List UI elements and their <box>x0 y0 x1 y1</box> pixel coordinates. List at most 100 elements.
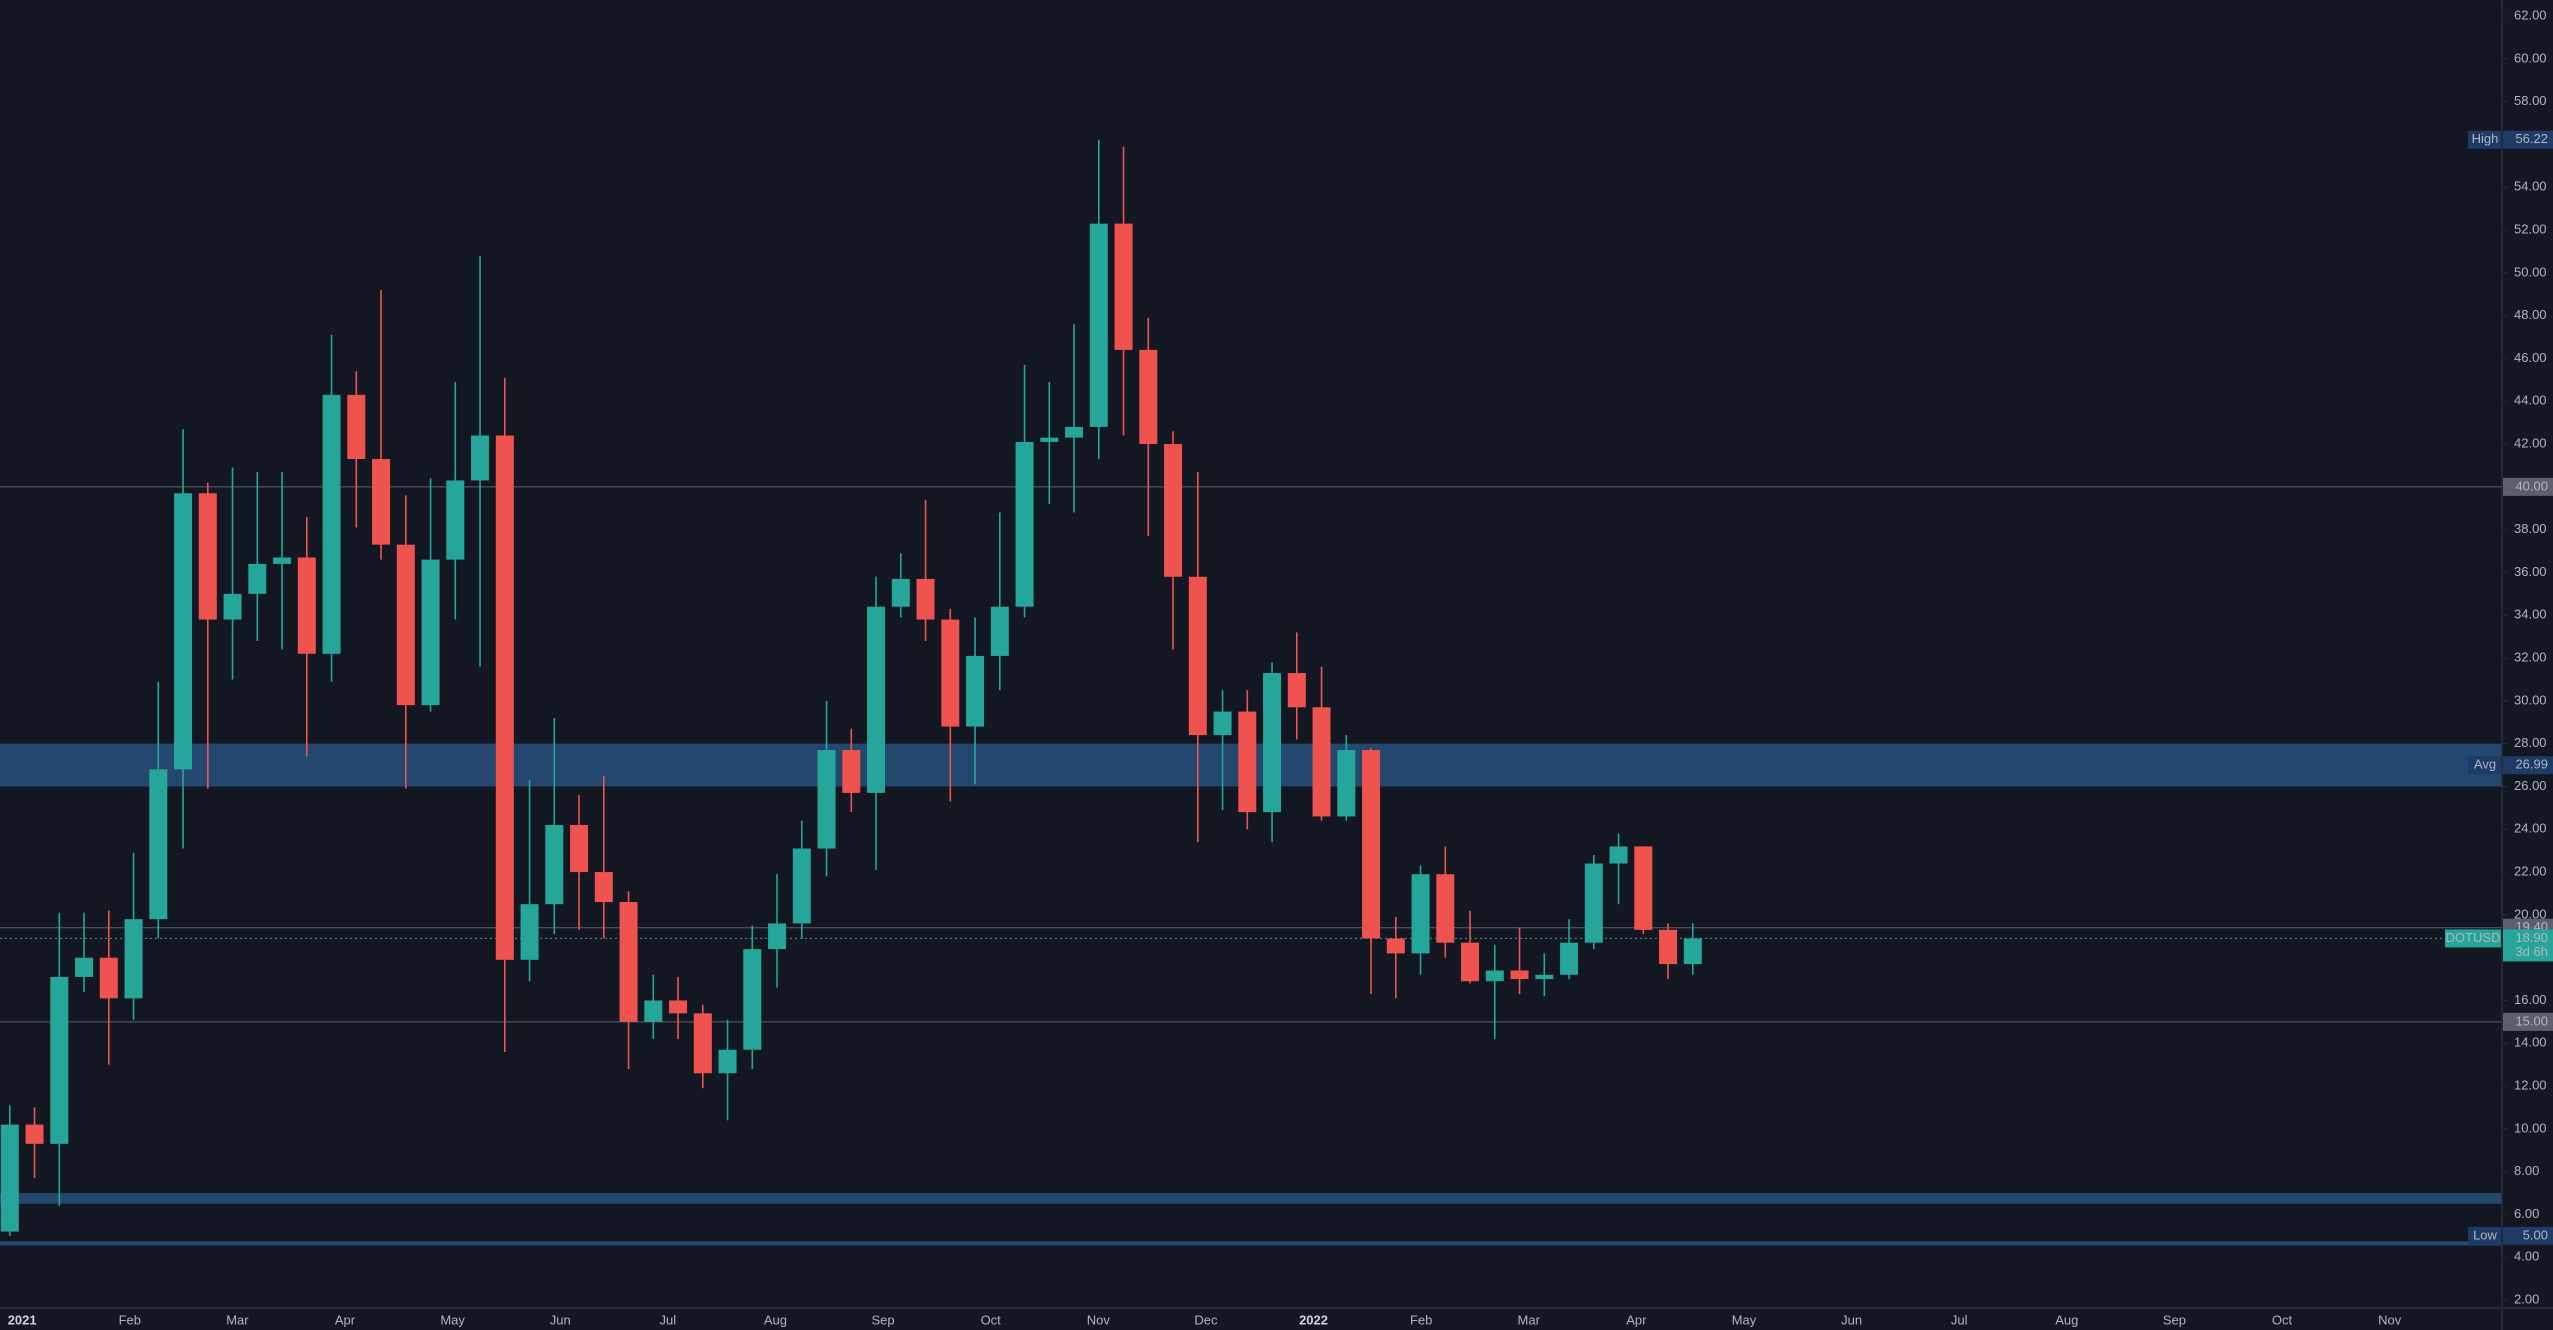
candle-body <box>0 1124 19 1232</box>
candle-body <box>1213 711 1232 736</box>
candle-body <box>1411 874 1430 954</box>
candle-body <box>99 957 118 999</box>
stat-value: 5.00 <box>2523 1227 2548 1242</box>
stat-name-box <box>2468 756 2501 775</box>
candle-body <box>322 394 341 654</box>
candle-body <box>273 557 292 564</box>
stat-name-box <box>2468 130 2501 149</box>
candle-body <box>223 593 242 620</box>
candle-body <box>297 557 316 654</box>
candle-body <box>1485 970 1504 982</box>
countdown-label: 3d 6h <box>2515 944 2548 959</box>
y-tick-label: 14.00 <box>2514 1035 2547 1050</box>
x-tick-label: Jul <box>1951 1312 1968 1327</box>
candle-body <box>1188 576 1207 736</box>
candle-body <box>718 1049 737 1074</box>
candle-body <box>768 923 787 950</box>
candle-body <box>1659 929 1678 965</box>
candle-body <box>396 544 415 706</box>
y-tick-label: 48.00 <box>2514 307 2547 322</box>
y-tick-label: 4.00 <box>2514 1249 2539 1264</box>
symbol-box <box>2445 929 2501 948</box>
candle-body <box>669 1000 688 1014</box>
candle-body <box>867 606 886 793</box>
y-tick-label: 32.00 <box>2514 650 2547 665</box>
x-tick-label: Aug <box>2055 1312 2078 1327</box>
x-tick-label: Sep <box>872 1312 895 1327</box>
symbol-label: DOTUSD <box>2446 930 2501 945</box>
candle-body <box>916 578 935 620</box>
candle-body <box>149 769 168 920</box>
x-tick-label: Apr <box>335 1312 356 1327</box>
x-tick-label: Jul <box>660 1312 677 1327</box>
y-tick-label: 52.00 <box>2514 221 2547 236</box>
y-tick-label: 36.00 <box>2514 564 2547 579</box>
x-tick-label: 2022 <box>1299 1312 1328 1327</box>
candle-body <box>1114 223 1133 350</box>
x-tick-label: May <box>440 1312 465 1327</box>
candle-body <box>1263 673 1282 813</box>
stat-value: 26.99 <box>2515 757 2548 772</box>
y-tick-label: 58.00 <box>2514 93 2547 108</box>
y-tick-label: 50.00 <box>2514 264 2547 279</box>
candle-body <box>792 848 811 924</box>
y-tick-label: 6.00 <box>2514 1206 2539 1221</box>
y-tick-label: 26.00 <box>2514 778 2547 793</box>
price-line-label: 40.00 <box>2515 478 2548 493</box>
x-tick-label: Oct <box>2272 1312 2293 1327</box>
x-tick-label: 2021 <box>8 1312 37 1327</box>
candle-body <box>1238 711 1257 813</box>
candle-body <box>1312 707 1331 817</box>
candle-body <box>817 750 836 849</box>
candle-body <box>372 459 391 545</box>
candle-body <box>1634 846 1653 930</box>
candle-body <box>1386 938 1405 954</box>
x-tick-label: Aug <box>764 1312 787 1327</box>
candle-body <box>570 824 589 873</box>
y-tick-label: 62.00 <box>2514 7 2547 22</box>
candle-body <box>1584 863 1603 943</box>
candle-body <box>495 435 514 960</box>
x-tick-label: Mar <box>1518 1312 1541 1327</box>
y-tick-label: 12.00 <box>2514 1078 2547 1093</box>
x-tick-label: Jun <box>550 1312 571 1327</box>
candle-body <box>619 902 638 1022</box>
candle-body <box>25 1124 44 1144</box>
price-lines <box>0 486 2502 1023</box>
candle-body <box>594 872 613 903</box>
x-tick-label: Oct <box>981 1312 1002 1327</box>
stat-value-box <box>2503 130 2553 149</box>
candle-body <box>1362 750 1381 939</box>
stat-name: Low <box>2473 1227 2497 1242</box>
stat-name: Avg <box>2474 757 2496 772</box>
last-price-box <box>2503 929 2553 962</box>
y-tick-label: 10.00 <box>2514 1120 2547 1135</box>
candle-body <box>1683 938 1702 965</box>
candle-body <box>1015 441 1034 607</box>
candle-body <box>743 949 762 1050</box>
zone <box>0 1241 2502 1246</box>
candle-body <box>966 655 985 727</box>
y-tick-label: 34.00 <box>2514 607 2547 622</box>
y-tick-label: 20.00 <box>2514 906 2547 921</box>
candle-body <box>1560 942 1579 975</box>
candle-body <box>347 394 366 460</box>
candle-body <box>174 493 193 770</box>
candle-body <box>520 904 539 960</box>
y-tick-label: 38.00 <box>2514 521 2547 536</box>
stat-name-box <box>2468 1226 2501 1245</box>
price-line-box <box>2503 477 2553 496</box>
candle-body <box>545 824 564 905</box>
stat-name: High <box>2472 131 2499 146</box>
x-tick-label: Feb <box>1410 1312 1432 1327</box>
stat-value: 56.22 <box>2515 131 2548 146</box>
y-tick-label: 24.00 <box>2514 821 2547 836</box>
y-tick-label: 54.00 <box>2514 179 2547 194</box>
y-tick-label: 8.00 <box>2514 1163 2539 1178</box>
candles <box>0 139 1702 1236</box>
candle-body <box>248 563 267 594</box>
candle-body <box>842 750 861 793</box>
